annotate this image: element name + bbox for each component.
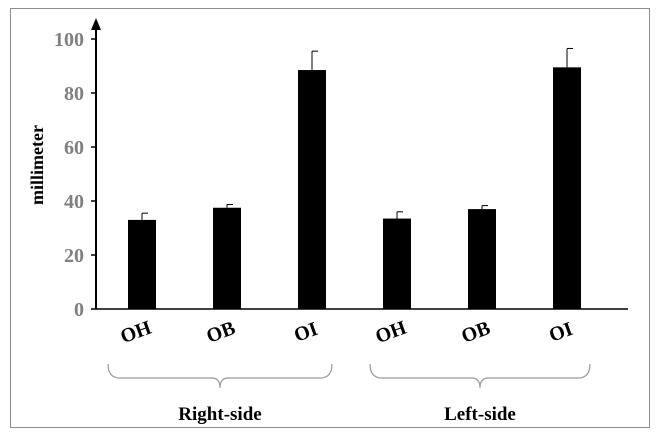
y-tick-label: 0	[74, 299, 84, 321]
y-tick-label: 20	[64, 245, 84, 267]
bar	[128, 219, 156, 309]
category-label: OH	[373, 317, 410, 348]
group-label: Left-side	[444, 404, 516, 425]
group-label: Right-side	[178, 404, 261, 425]
chart-frame	[10, 8, 650, 428]
group-brace	[107, 363, 333, 389]
bar	[298, 70, 326, 309]
group-brace	[369, 363, 591, 389]
bar	[383, 218, 411, 309]
y-axis-arrow	[91, 18, 101, 30]
category-label: OB	[204, 317, 239, 348]
category-label: OI	[291, 318, 321, 347]
category-label: OH	[118, 317, 155, 348]
y-tick-label: 80	[64, 83, 84, 105]
category-label: OI	[546, 318, 576, 347]
category-label: OB	[459, 317, 494, 348]
y-tick-label: 100	[54, 29, 84, 51]
y-axis-label: millimeter	[27, 125, 47, 205]
axes	[91, 18, 628, 389]
bar	[213, 207, 241, 309]
y-tick-label: 40	[64, 191, 84, 213]
bar	[553, 67, 581, 309]
bar	[468, 209, 496, 309]
bars	[128, 47, 581, 309]
y-tick-label: 60	[64, 137, 84, 159]
